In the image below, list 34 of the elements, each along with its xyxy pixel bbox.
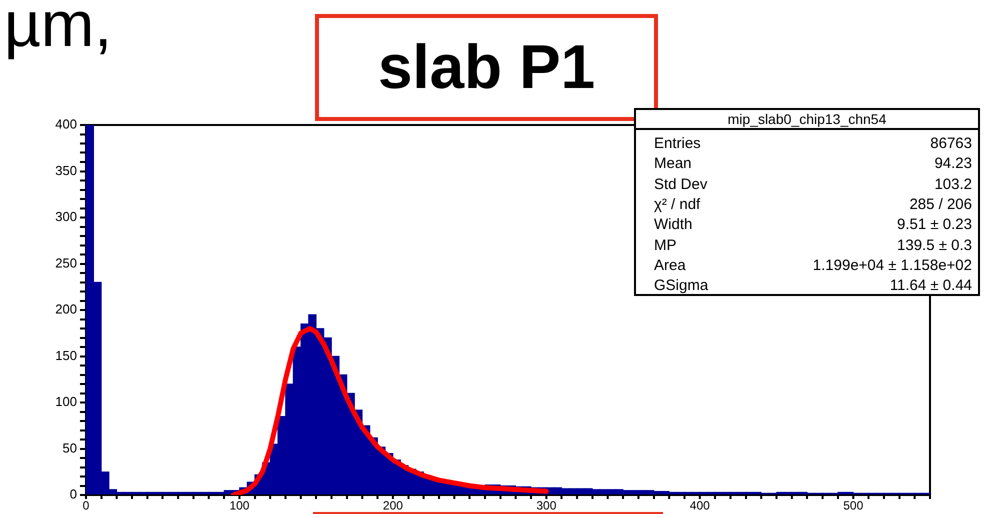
y-tick-label: 350 (55, 162, 77, 178)
y-tick-label: 0 (70, 486, 77, 502)
x-tick-label: 100 (229, 498, 250, 513)
annotation: 9.51 ± 0.23 (897, 216, 972, 234)
y-tick-label: 300 (55, 209, 77, 224)
y-tick-label: 150 (55, 348, 77, 363)
y-tick-label: 200 (55, 302, 77, 317)
annotation: 139.5 ± 0.3 (897, 236, 972, 254)
annotation: Area (654, 256, 686, 274)
annotation: Std Dev (654, 176, 708, 193)
text: µm, (4, 0, 112, 60)
x-tick-label: 0 (82, 498, 90, 513)
annotation: MP (654, 236, 676, 254)
text: slab P1 (315, 14, 658, 121)
text: 86763 (930, 135, 972, 152)
y-tick-label: 100 (55, 394, 77, 410)
x-tick-label: 400 (690, 498, 710, 513)
y-tick-label: 250 (55, 255, 77, 270)
annotation: 1.199e+04 ± 1.158e+02 (812, 256, 972, 274)
x-tick-label: 200 (382, 498, 404, 513)
y-tick-label: 50 (62, 440, 77, 456)
annotation: 11.64 ± 0.44 (890, 277, 972, 294)
chart-title: mip_slab0_chip13_chn54 (634, 108, 980, 128)
annotation: 285 / 206 (909, 196, 972, 213)
text: 94.23 (934, 155, 972, 172)
annotation: Mean (654, 155, 692, 172)
annotation: χ² / ndf (654, 196, 700, 213)
x-tick-label: 300 (536, 498, 557, 513)
annotation: GSigma (654, 277, 708, 294)
y-tick-label: 400 (55, 116, 77, 132)
text: 103.2 (934, 176, 972, 193)
annotation: Entries (654, 135, 701, 152)
x-tick-label: 500 (843, 498, 864, 513)
annotation: Width (654, 216, 692, 234)
